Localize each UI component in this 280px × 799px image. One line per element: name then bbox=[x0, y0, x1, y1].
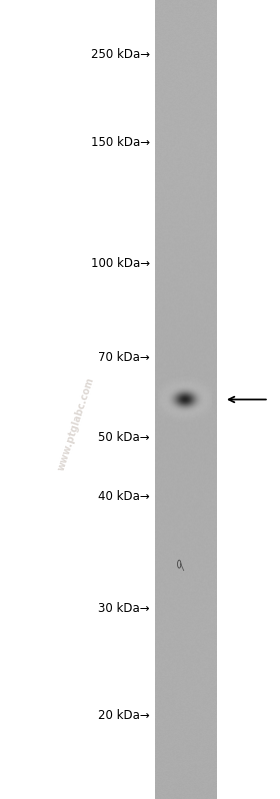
Text: 70 kDa→: 70 kDa→ bbox=[98, 352, 150, 364]
Text: 250 kDa→: 250 kDa→ bbox=[91, 48, 150, 61]
Text: 50 kDa→: 50 kDa→ bbox=[98, 431, 150, 444]
Text: www.ptglabc.com: www.ptglabc.com bbox=[56, 376, 95, 471]
Text: 100 kDa→: 100 kDa→ bbox=[91, 257, 150, 270]
Text: 40 kDa→: 40 kDa→ bbox=[98, 491, 150, 503]
Text: 20 kDa→: 20 kDa→ bbox=[98, 710, 150, 722]
Text: 150 kDa→: 150 kDa→ bbox=[91, 136, 150, 149]
Text: 30 kDa→: 30 kDa→ bbox=[98, 602, 150, 615]
